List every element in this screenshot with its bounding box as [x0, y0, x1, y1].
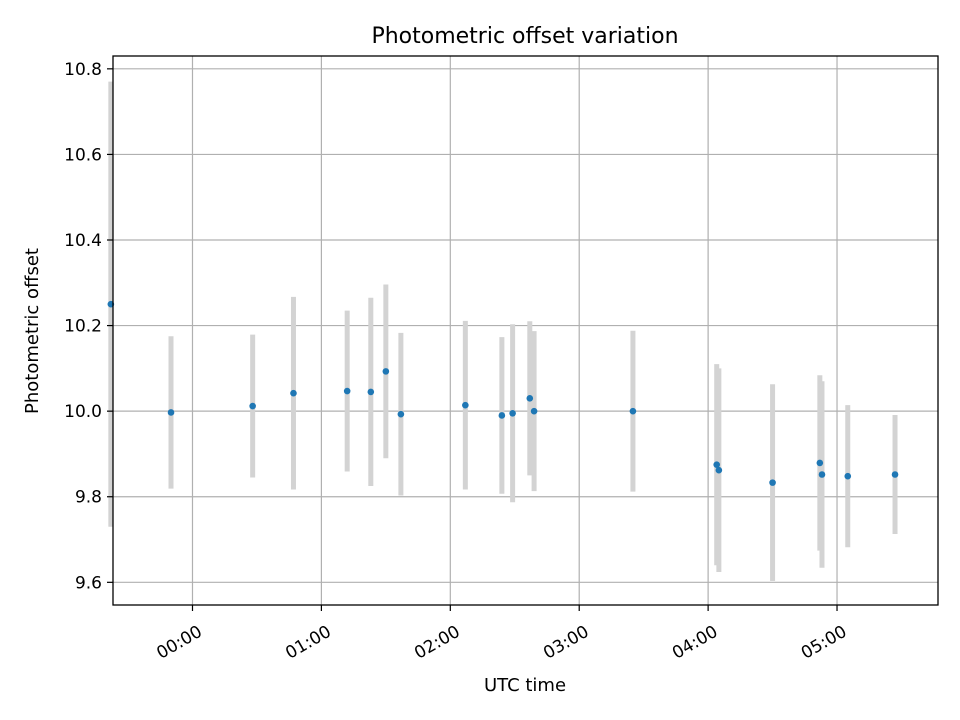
data-point	[367, 388, 375, 396]
data-point	[382, 368, 390, 375]
data-point	[769, 479, 776, 486]
data-points	[107, 300, 899, 486]
y-tick-label: 10.0	[64, 402, 102, 422]
data-point	[891, 471, 899, 478]
data-point	[249, 402, 256, 410]
y-axis-label: Photometric offset	[22, 248, 43, 414]
y-tick-label: 10.2	[64, 317, 102, 337]
data-point	[526, 395, 534, 402]
y-tick-label: 10.8	[64, 60, 102, 80]
data-point	[462, 401, 469, 409]
x-axis-label: UTC time	[484, 675, 566, 696]
data-point	[397, 410, 405, 418]
data-point	[713, 461, 721, 468]
data-point	[629, 407, 637, 415]
plot-frame	[112, 55, 939, 606]
data-point	[530, 407, 538, 415]
y-tick-label: 10.4	[64, 231, 102, 251]
grid	[113, 56, 938, 605]
data-point	[509, 409, 516, 417]
y-tick-label: 10.6	[64, 145, 102, 165]
data-point	[290, 389, 297, 397]
data-point	[818, 471, 826, 478]
data-point	[844, 472, 852, 480]
data-point	[498, 412, 506, 419]
data-point	[816, 459, 824, 467]
y-tick-label: 9.8	[75, 488, 102, 508]
y-tick-label: 9.6	[75, 573, 102, 593]
data-point	[715, 466, 723, 474]
y-axis-ticks: 9.6 9.8 10.0 10.2 10.4 10.6 10.8	[64, 60, 113, 593]
chart-title: Photometric offset variation	[371, 24, 678, 49]
data-point	[167, 409, 175, 416]
data-point	[343, 387, 351, 395]
